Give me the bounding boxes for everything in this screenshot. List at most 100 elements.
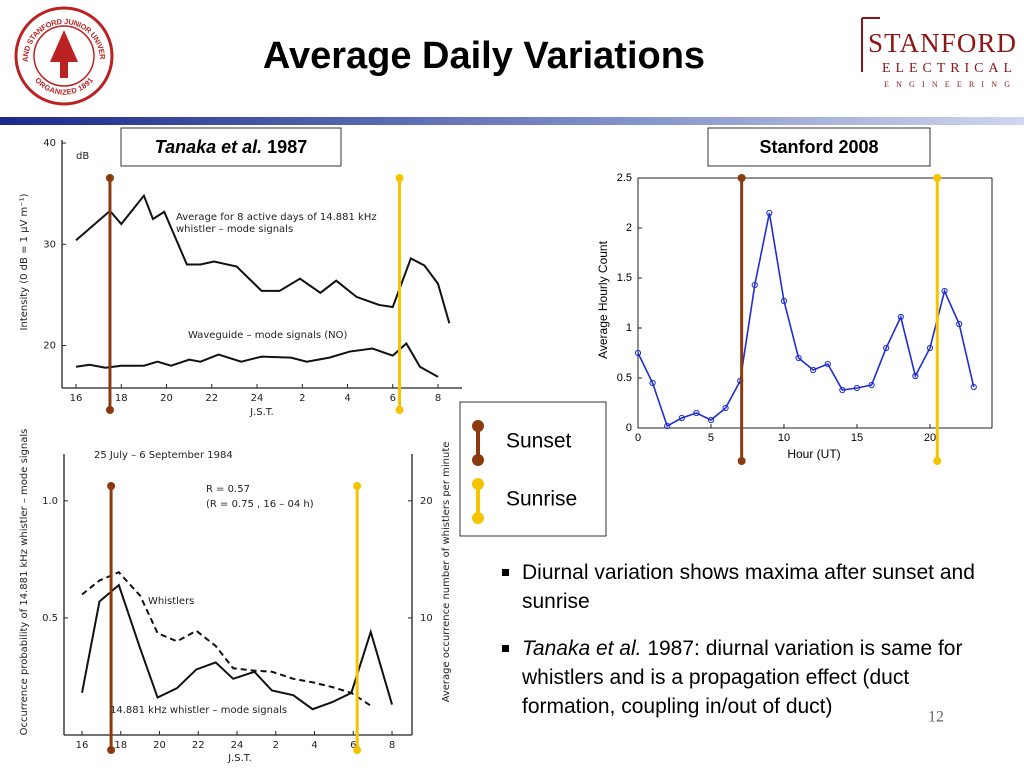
chart-title: 25 July – 6 September 1984 xyxy=(94,450,233,461)
y-tick-label: 40 xyxy=(43,138,56,149)
legend-swatch xyxy=(472,512,484,524)
x-tick-label: 0 xyxy=(635,432,641,444)
event-dot xyxy=(395,406,404,414)
legend-label: Sunrise xyxy=(506,488,577,511)
x-tick-label: 18 xyxy=(115,393,128,404)
x-tick-label: 18 xyxy=(114,740,127,751)
panel-label: Tanaka et al. 1987 xyxy=(155,137,307,157)
x-tick-label: 22 xyxy=(205,393,218,404)
logo-text: STANFORD xyxy=(868,28,1016,58)
y-tick-label: 0.5 xyxy=(617,372,632,384)
point xyxy=(868,381,875,389)
x-tick-label: 20 xyxy=(153,740,166,751)
x-tick-label: 6 xyxy=(390,393,396,404)
header-bar xyxy=(0,117,1024,125)
bullet-text: Diurnal variation shows maxima after sun… xyxy=(522,561,975,613)
point xyxy=(941,287,948,295)
event-dot xyxy=(395,174,404,182)
x-tick-label: 2 xyxy=(273,740,279,751)
point xyxy=(751,281,758,289)
series-line xyxy=(81,571,372,707)
point xyxy=(722,404,729,412)
y-tick-label: 20 xyxy=(43,340,56,351)
x-tick-label: 4 xyxy=(311,740,317,751)
point xyxy=(824,360,831,368)
bullet: Diurnal variation shows maxima after sun… xyxy=(500,558,992,616)
x-tick-label: 6 xyxy=(350,740,356,751)
slide-title: Average Daily Variations xyxy=(263,35,705,77)
point xyxy=(649,379,656,387)
chart: 0 5 10 15 20 0 0.5 1 1.5 2 2.5 Hour (UT) Average Hou… xyxy=(596,172,993,465)
x-tick-label: 8 xyxy=(435,393,441,404)
x-axis-label: J.S.T. xyxy=(249,407,274,418)
point xyxy=(780,297,788,305)
point xyxy=(707,416,715,424)
logo-text: ELECTRICAL xyxy=(882,61,1012,76)
x-tick-label: 5 xyxy=(708,432,714,444)
y-tick-label: 0.5 xyxy=(42,613,58,624)
x-tick-label: 20 xyxy=(160,393,173,404)
legend-swatch xyxy=(472,420,484,432)
event-dot xyxy=(353,482,362,490)
point xyxy=(912,372,919,380)
legend-swatch xyxy=(472,454,484,466)
series-line xyxy=(75,341,439,378)
series-label: 14.881 kHz whistler – mode signals xyxy=(110,705,287,716)
y-tick-label: 1 xyxy=(626,322,632,334)
x-tick-label: 16 xyxy=(70,393,83,404)
y-tick-label: 10 xyxy=(420,613,433,624)
seal-inner xyxy=(33,25,95,87)
x-tick-label: 8 xyxy=(389,740,395,751)
point xyxy=(678,414,685,422)
point xyxy=(853,384,861,392)
point xyxy=(956,320,963,328)
y-axis-label: Average Hourly Count xyxy=(596,240,610,359)
x-tick-label: 10 xyxy=(778,432,790,444)
point xyxy=(926,344,934,352)
point xyxy=(970,383,977,391)
series-line xyxy=(75,193,451,324)
x-tick-label: 16 xyxy=(76,740,89,751)
point xyxy=(766,209,773,217)
x-tick-label: 24 xyxy=(231,740,244,751)
event-dot xyxy=(933,457,942,465)
x-tick-label: 15 xyxy=(851,432,863,444)
x-tick-label: 4 xyxy=(344,393,350,404)
event-dot xyxy=(107,482,116,490)
y-tick-label: 2 xyxy=(626,222,632,234)
x-axis-label: Hour (UT) xyxy=(787,447,840,461)
series-label: Waveguide – mode signals (NO) xyxy=(188,330,348,341)
legend-label: Sunset xyxy=(506,430,572,453)
bullet-italic: Tanaka et al. xyxy=(522,637,642,660)
unit-label: dB xyxy=(76,151,89,162)
y-tick-label: 20 xyxy=(420,496,433,507)
event-dot xyxy=(105,174,114,182)
panel-label: Stanford 2008 xyxy=(759,137,878,157)
series-line xyxy=(81,583,394,711)
y-tick-label: 1.0 xyxy=(42,496,58,507)
event-dot xyxy=(105,406,114,414)
series-line xyxy=(637,212,975,428)
event-dot xyxy=(107,746,116,754)
event-dot xyxy=(737,174,746,182)
point xyxy=(693,409,700,417)
panel-label-box xyxy=(707,127,931,167)
event-dot xyxy=(737,457,746,465)
y-axis-label: Occurrence probability of 14.881 kHz whi… xyxy=(19,429,30,736)
event-dot xyxy=(933,174,942,182)
series-label: Average for 8 active days of 14.881 kHz … xyxy=(176,212,377,235)
bullet: Tanaka et al. 1987: diurnal variation is… xyxy=(500,634,992,721)
point xyxy=(883,344,890,352)
point xyxy=(664,422,671,430)
series-label: Whistlers xyxy=(148,596,194,607)
annotation: R = 0.57 xyxy=(206,484,250,495)
annotation: (R = 0.75 , 16 – 04 h) xyxy=(206,499,314,510)
y-tick-label: 2.5 xyxy=(617,172,632,184)
page-number: 12 xyxy=(928,709,944,726)
x-tick-label: 20 xyxy=(924,432,936,444)
x-tick-label: 24 xyxy=(251,393,264,404)
x-axis-label: J.S.T. xyxy=(227,753,252,764)
